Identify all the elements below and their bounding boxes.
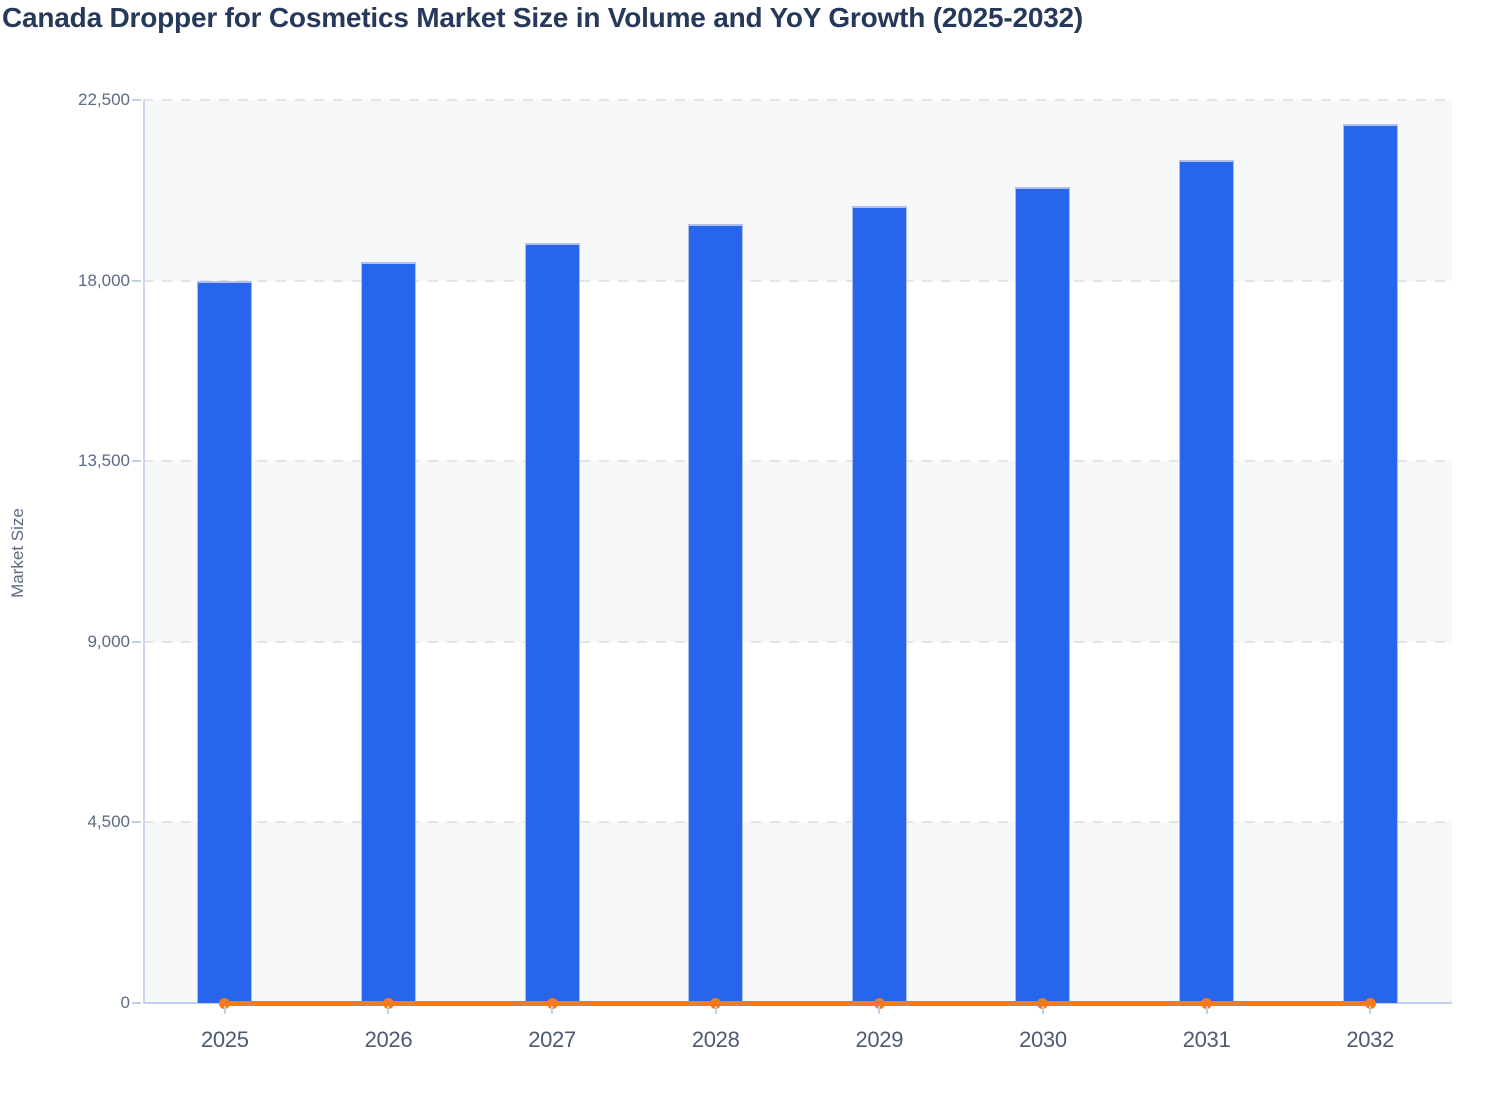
bar-2029[interactable] — [851, 205, 907, 1003]
x-tick-mark — [1369, 1006, 1372, 1014]
x-tick-label-2027: 2027 — [528, 1027, 576, 1052]
yoy-marker-2028[interactable] — [710, 997, 722, 1009]
y-tick-mark — [132, 99, 141, 101]
y-axis-label: Market Size — [8, 508, 27, 598]
bar-2027[interactable] — [524, 242, 580, 1003]
yoy-marker-2026[interactable] — [382, 997, 394, 1009]
plot-row-stripe — [143, 461, 1452, 642]
x-tick-label-2031: 2031 — [1182, 1027, 1231, 1052]
bar-2030[interactable] — [1015, 186, 1071, 1003]
x-tick-label-2026: 2026 — [364, 1027, 413, 1052]
plot-row-stripe — [143, 100, 1452, 281]
x-tick-label-2029: 2029 — [855, 1027, 904, 1052]
y-tick-label: 18,000 — [78, 270, 130, 290]
x-tick-label-2032: 2032 — [1346, 1027, 1395, 1052]
y-tick-mark — [132, 279, 141, 282]
yoy-marker-2027[interactable] — [546, 997, 558, 1009]
bar-2028[interactable] — [688, 224, 744, 1003]
yoy-marker-2031[interactable] — [1201, 997, 1213, 1009]
plot-row-stripe — [143, 280, 1452, 462]
y-tick-label: 4,500 — [87, 812, 130, 832]
y-tick-label: 9,000 — [87, 631, 130, 651]
x-tick-mark — [223, 1006, 226, 1014]
bar-2031[interactable] — [1179, 160, 1235, 1003]
plot-row-stripe — [143, 822, 1452, 1003]
y-tick-mark — [132, 640, 141, 643]
x-tick-mark — [1041, 1006, 1044, 1014]
y-tick-label: 0 — [120, 993, 130, 1012]
x-tick-mark — [714, 1006, 717, 1014]
y-tick-label: 22,500 — [78, 90, 130, 109]
x-tick-mark — [551, 1006, 554, 1014]
y-tick-mark — [132, 460, 141, 463]
y-tick-label: 13,500 — [78, 451, 130, 471]
bar-2026[interactable] — [360, 261, 416, 1003]
gridline — [143, 821, 1452, 824]
y-tick-mark — [132, 821, 141, 824]
x-tick-mark — [1205, 1006, 1208, 1014]
y-axis-line — [143, 100, 145, 1003]
gridline — [143, 279, 1452, 282]
chart-title: Canada Dropper for Cosmetics Market Size… — [2, 2, 1084, 33]
gridline — [143, 99, 1452, 101]
x-tick-mark — [387, 1006, 390, 1014]
x-tick-mark — [878, 1006, 881, 1014]
x-tick-label-2028: 2028 — [691, 1027, 740, 1052]
x-tick-label-2030: 2030 — [1019, 1027, 1067, 1052]
yoy-growth-line[interactable] — [224, 1000, 1371, 1006]
yoy-marker-2032[interactable] — [1364, 997, 1376, 1009]
bar-2032[interactable] — [1342, 124, 1398, 1003]
gridline — [143, 460, 1452, 463]
plot-row-stripe — [143, 641, 1452, 823]
yoy-marker-2029[interactable] — [873, 997, 885, 1009]
gridline — [143, 640, 1452, 643]
y-tick-mark — [132, 1002, 141, 1004]
yoy-marker-2025[interactable] — [219, 997, 231, 1009]
x-tick-label-2025: 2025 — [200, 1027, 249, 1052]
bar-2025[interactable] — [197, 280, 253, 1003]
yoy-marker-2030[interactable] — [1037, 997, 1049, 1009]
